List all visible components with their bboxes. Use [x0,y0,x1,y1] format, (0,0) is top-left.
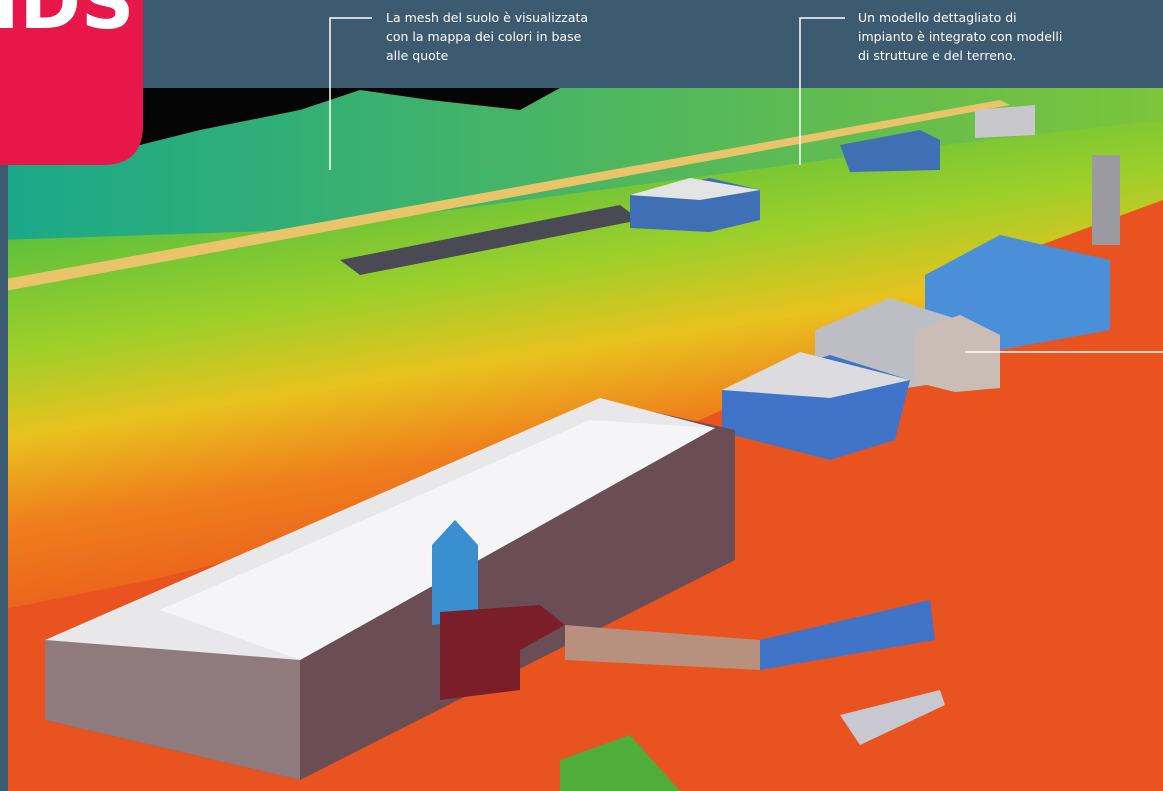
annotation-line: Un modello dettagliato di [858,10,1017,25]
annotation-line: alle quote [386,48,449,63]
tank [1092,155,1120,245]
annotation-line: di strutture e del terreno. [858,48,1016,63]
header-band [0,0,1163,88]
annotation-line: impianto è integrato con modelli [858,29,1062,44]
building [915,315,1000,392]
gate [760,600,935,670]
left-strip [0,150,8,791]
annotation-line: con la mappa dei colori in base [386,29,582,44]
main-building-end [45,640,300,780]
lawn [560,735,680,791]
logo-block [0,0,143,165]
leader-line [799,17,845,165]
entrance [440,605,565,700]
annotation-line: La mesh del suolo è visualizzata [386,10,588,25]
pipe-rack [0,100,1010,292]
leader-line [329,17,372,170]
platform [840,690,945,745]
wall [565,625,760,670]
tower [432,520,478,625]
building [840,130,940,172]
roof [630,178,760,200]
logo-text: IDS [0,0,134,46]
slab [340,205,640,275]
roof [722,352,910,398]
building [975,105,1035,138]
